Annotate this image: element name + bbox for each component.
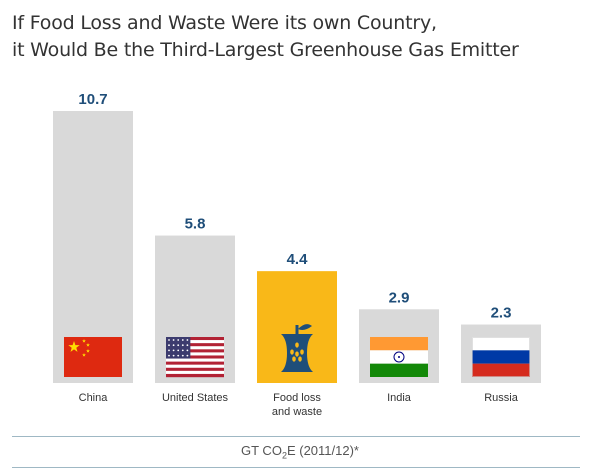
chart-title: If Food Loss and Waste Were its own Coun… [12,10,592,64]
chart-title-line-1: If Food Loss and Waste Were its own Coun… [12,12,437,34]
chart-title-line-2: it Would Be the Third-Largest Greenhouse… [12,39,519,61]
india-flag-icon [370,337,428,377]
footer-top-rule [12,436,580,437]
value-label-united-states: 5.8 [185,216,206,233]
category-label-united-states: United States [162,392,229,404]
china-flag-icon [64,337,122,377]
category-label-india: India [387,392,412,404]
footer-bottom-rule [12,467,580,468]
bar-group-russia: 2.3 Russia [461,305,541,404]
category-label-russia: Russia [484,392,519,404]
value-label-china: 10.7 [78,91,107,108]
bar-group-food-loss-and-waste: 4.4 Food loss and waste [257,251,337,418]
value-label-food-loss-and-waste: 4.4 [287,251,309,268]
bar-group-china: 10.7 China [53,91,133,404]
category-label-china: China [79,392,109,404]
value-label-russia: 2.3 [491,305,512,322]
bar-group-united-states: 5.8 United States [155,216,235,404]
apple-core-icon [281,324,313,372]
usa-flag-icon [166,337,224,378]
unit-label: GT CO2E (2011/12)* [241,443,359,461]
bar-group-india: 2.9 India [359,289,439,404]
category-label-food-loss-and-waste: Food loss and waste [272,392,322,418]
russia-flag-icon [472,337,530,377]
value-label-india: 2.9 [389,289,410,306]
